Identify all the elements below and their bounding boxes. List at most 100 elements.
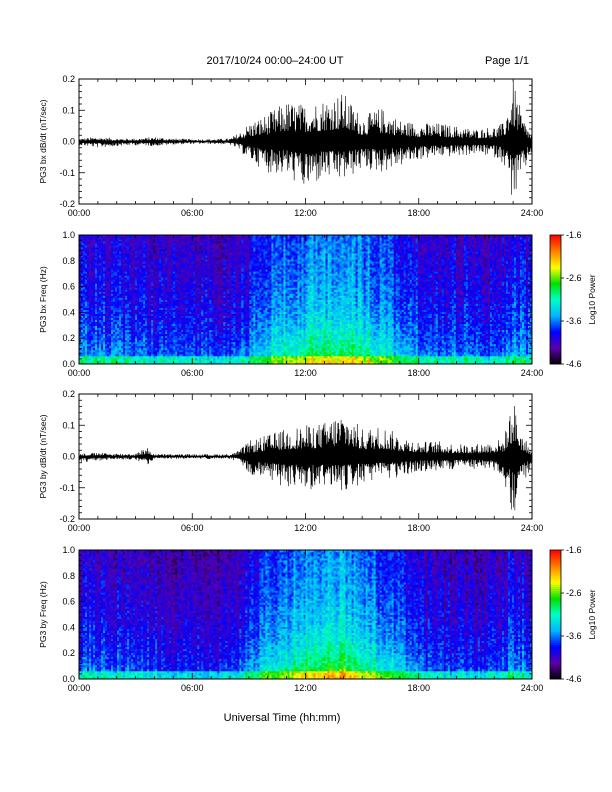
- spectrogram-cell: [173, 247, 176, 250]
- spectrogram-cell: [101, 297, 104, 300]
- spectrogram-cell: [131, 355, 134, 359]
- spectrogram-cell: [199, 269, 202, 272]
- spectrogram-cell: [81, 263, 84, 266]
- spectrogram-cell: [111, 353, 114, 357]
- spectrogram-cell: [99, 281, 102, 284]
- spectrogram-cell: [129, 287, 132, 290]
- spectrogram-cell: [173, 303, 176, 306]
- spectrogram-cell: [165, 259, 168, 262]
- spectrogram-cell: [137, 353, 140, 357]
- spectrogram-cell: [223, 333, 226, 337]
- spectrogram-cell: [83, 309, 86, 312]
- spectrogram-cell: [151, 237, 154, 240]
- spectrogram-cell: [123, 275, 126, 278]
- spectrogram-cell: [225, 289, 228, 292]
- spectrogram-cell: [209, 323, 212, 327]
- spectrogram-cell: [93, 245, 96, 248]
- spectrogram-cell: [145, 295, 148, 298]
- spectrogram-cell: [207, 293, 210, 296]
- spectrogram-cell: [197, 345, 200, 349]
- spectrogram-cell: [135, 323, 138, 327]
- spectrogram-cell: [169, 291, 172, 294]
- spectrogram-cell: [187, 253, 190, 256]
- spectrogram-cell: [153, 303, 156, 306]
- spectrogram-cell: [83, 317, 86, 321]
- spectrogram-cell: [215, 331, 218, 335]
- spectrogram-cell: [119, 291, 122, 294]
- spectrogram-cell: [185, 257, 188, 260]
- spectrogram-cell: [129, 307, 132, 310]
- spectrogram-cell: [87, 359, 90, 363]
- spectrogram-cell: [169, 321, 172, 325]
- spectrogram-cell: [197, 267, 200, 270]
- spectrogram-cell: [85, 317, 88, 321]
- spectrogram-cell: [211, 313, 214, 316]
- spectrogram-cell: [183, 259, 186, 262]
- spectrogram-cell: [111, 247, 114, 250]
- spectrogram-cell: [181, 289, 184, 292]
- spectrogram-cell: [147, 307, 150, 310]
- spectrogram-cell: [93, 351, 96, 355]
- spectrogram-cell: [117, 285, 120, 288]
- spectrogram-cell: [193, 235, 196, 238]
- spectrogram-cell: [163, 285, 166, 288]
- spectrogram-cell: [97, 261, 100, 264]
- spectrogram-cell: [137, 317, 140, 321]
- spectrogram-cell: [133, 281, 136, 284]
- spectrogram-cell: [109, 345, 112, 349]
- spectrogram-cell: [219, 291, 222, 294]
- spectrogram-cell: [223, 245, 226, 248]
- spectrogram-cell: [135, 251, 138, 254]
- spectrogram-cell: [223, 273, 226, 276]
- spectrogram-cell: [121, 353, 124, 357]
- spectrogram-cell: [205, 359, 208, 363]
- spectrogram-cell: [97, 257, 100, 260]
- spectrogram-cell: [221, 273, 224, 276]
- spectrogram-cell: [217, 325, 220, 329]
- spectrogram-cell: [177, 271, 180, 274]
- spectrogram-cell: [221, 235, 224, 238]
- spectrogram-cell: [149, 269, 152, 272]
- spectrogram-cell: [183, 333, 186, 337]
- spectrogram-cell: [171, 275, 174, 278]
- spectrogram-cell: [177, 263, 180, 266]
- spectrogram-cell: [121, 301, 124, 304]
- spectrogram-cell: [155, 325, 158, 329]
- spectrogram-cell: [193, 325, 196, 329]
- spectrogram-cell: [145, 337, 148, 341]
- spectrogram-cell: [207, 255, 210, 258]
- spectrogram-cell: [149, 351, 152, 355]
- spectrogram-cell: [193, 303, 196, 306]
- spectrogram-cell: [83, 255, 86, 258]
- spectrogram-cell: [149, 283, 152, 286]
- spectrogram-cell: [81, 349, 84, 353]
- spectrogram-cell: [209, 235, 212, 238]
- spectrogram-cell: [119, 313, 122, 316]
- spectrogram-cell: [219, 297, 222, 300]
- spectrogram-cell: [83, 337, 86, 341]
- spectrogram-cell: [201, 289, 204, 292]
- spectrogram-cell: [223, 331, 226, 335]
- spectrogram-cell: [165, 359, 168, 363]
- spectrogram-cell: [99, 289, 102, 292]
- plot-frame: [78, 78, 533, 205]
- spectrogram-cell: [141, 277, 144, 280]
- spectrogram-cell: [139, 279, 142, 282]
- spectrogram-cell: [107, 255, 110, 258]
- spectrogram-cell: [213, 249, 216, 252]
- spectrogram-cell: [161, 265, 164, 268]
- spectrogram-cell: [163, 273, 166, 276]
- spectrogram-cell: [95, 321, 98, 325]
- spectrogram-cell: [113, 311, 116, 314]
- spectrogram-cell: [175, 299, 178, 302]
- spectrogram-cell: [141, 351, 144, 355]
- spectrogram-cell: [115, 345, 118, 349]
- spectrogram-cell: [89, 303, 92, 306]
- spectrogram-cell: [101, 245, 104, 248]
- spectrogram-cell: [199, 329, 202, 333]
- spectrogram-cell: [207, 321, 210, 325]
- spectrogram-cell: [111, 343, 114, 347]
- spectrogram-cell: [217, 277, 220, 280]
- spectrogram-cell: [95, 327, 98, 331]
